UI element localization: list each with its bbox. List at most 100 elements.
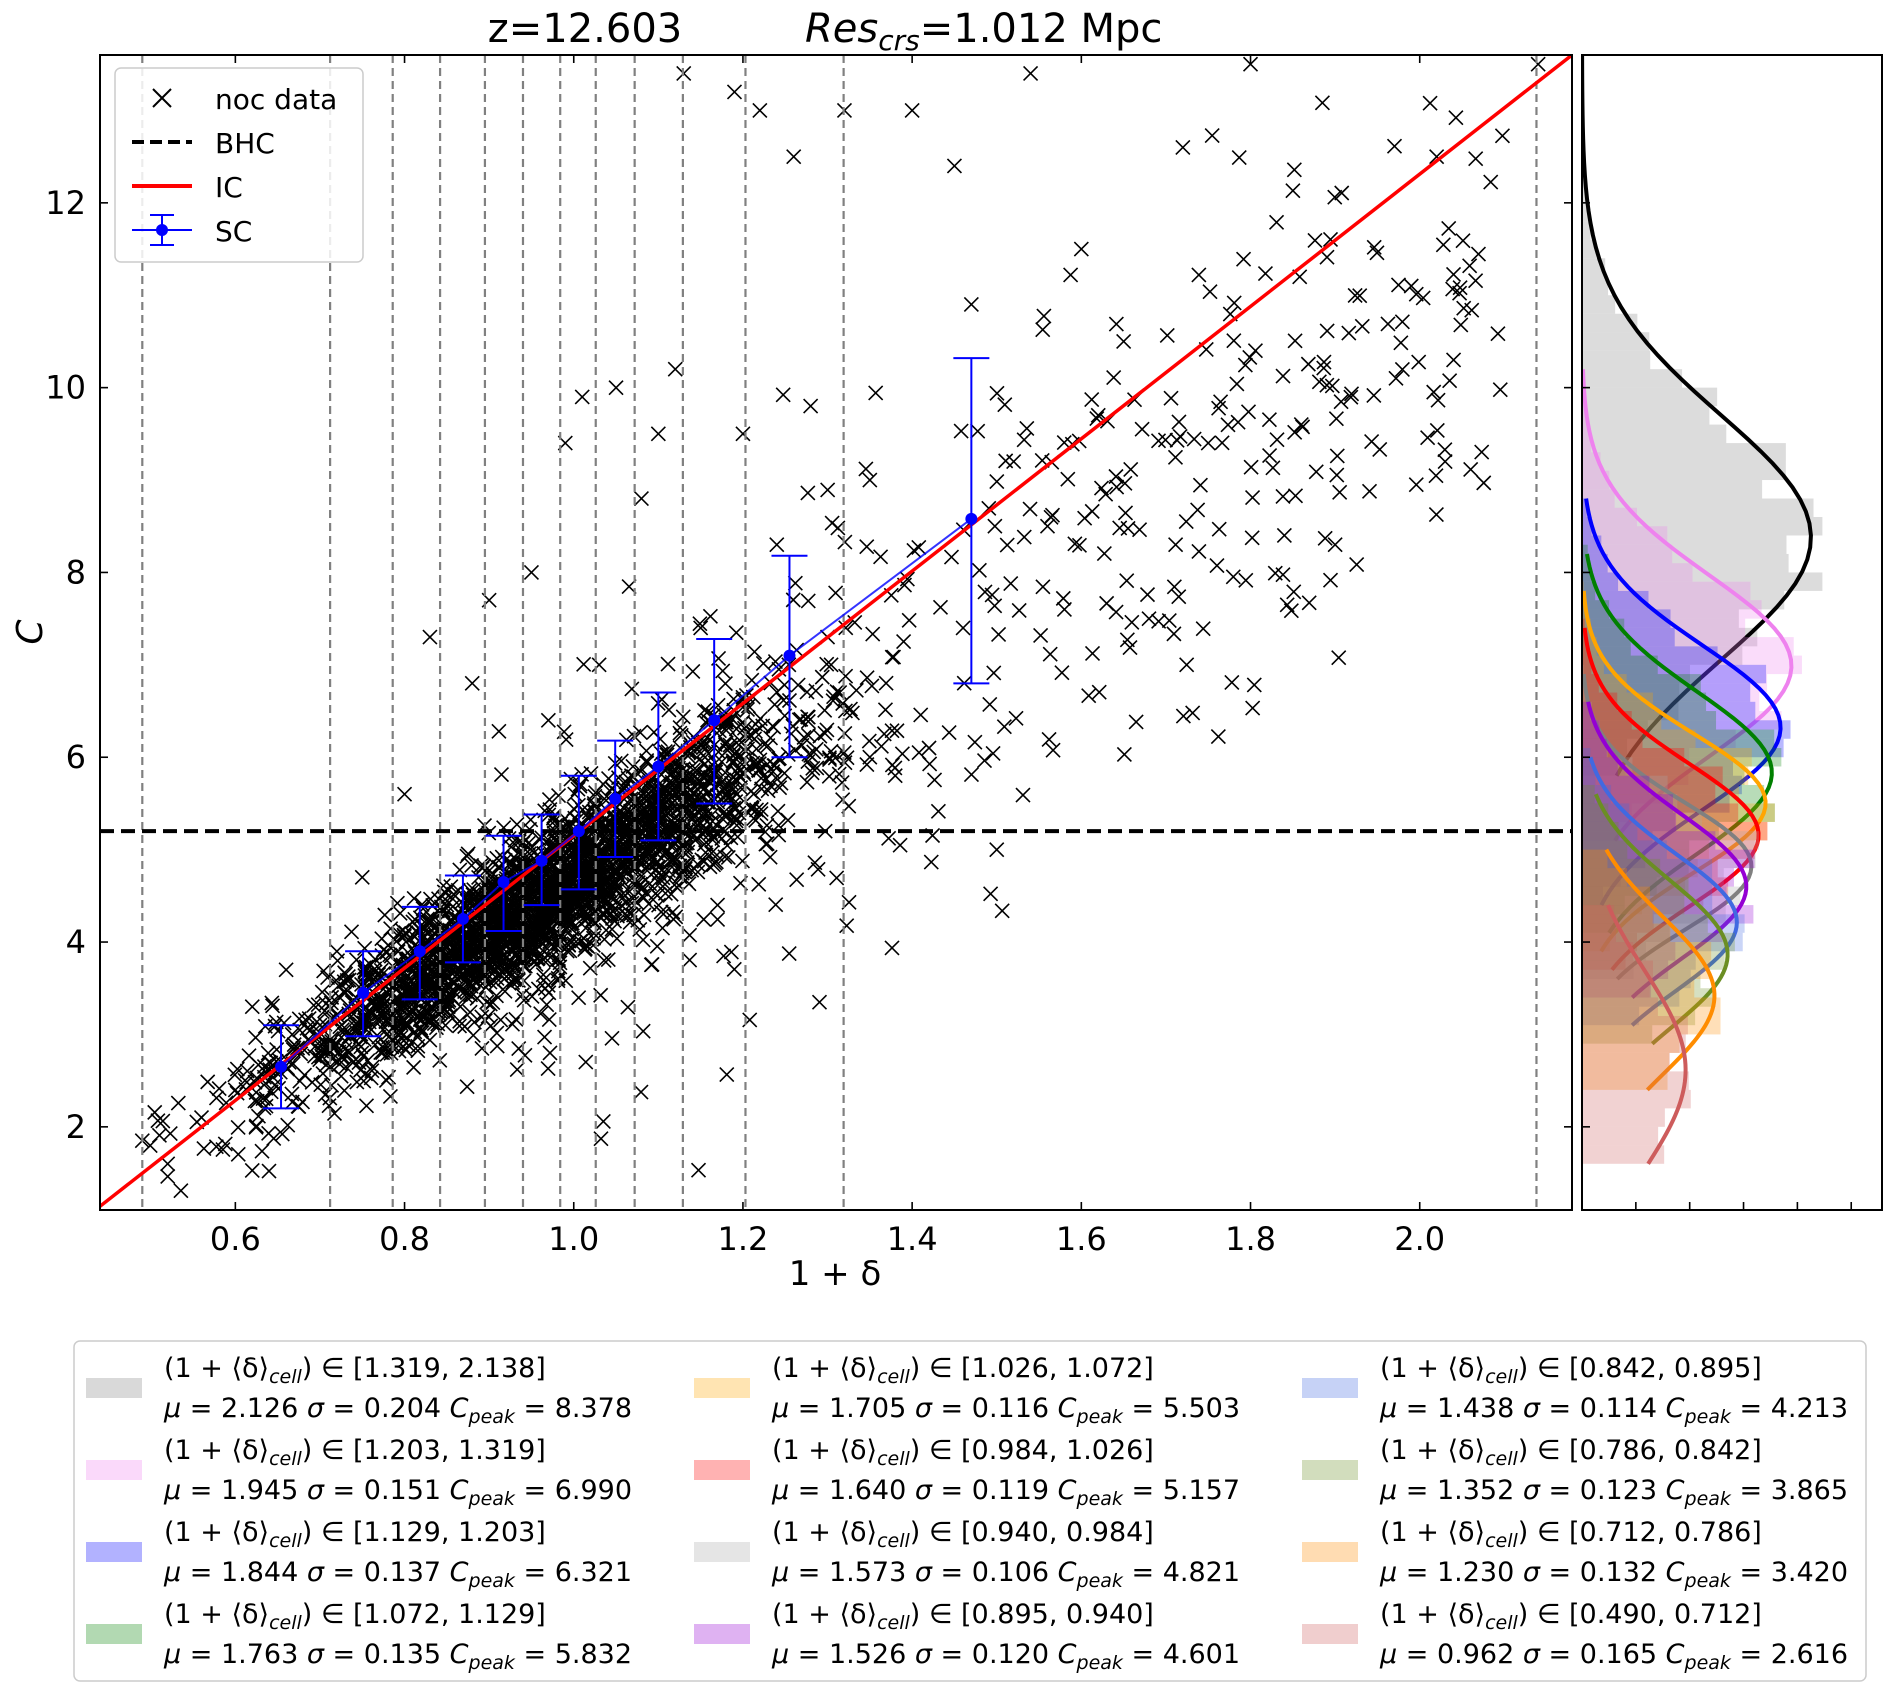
- bottom-legend-entry: (1 + ⟨δ⟩cell) ∈ [0.940, 0.984] μ = 1.573 …: [694, 1517, 1240, 1592]
- noc-data-point: [806, 744, 822, 760]
- noc-data-point: [528, 872, 544, 888]
- x-tick-label: 1.4: [887, 1220, 938, 1258]
- noc-data-point: [550, 973, 566, 989]
- noc-data-point: [528, 956, 544, 972]
- side-histogram-bar: [1582, 951, 1725, 970]
- side-histogram-bar: [1582, 905, 1615, 924]
- noc-data-point: [655, 906, 671, 922]
- noc-data-point: [800, 593, 816, 609]
- noc-data-point: [576, 656, 592, 672]
- side-histogram-bar: [1582, 988, 1716, 1007]
- noc-data-point: [356, 1073, 372, 1089]
- noc-data-point: [946, 158, 963, 174]
- y-tick-label: 2: [66, 1108, 86, 1146]
- noc-data-point: [987, 518, 1003, 534]
- noc-data-point: [884, 723, 900, 739]
- legend-swatch: [86, 1378, 142, 1398]
- noc-data-point: [653, 778, 670, 794]
- noc-data-point: [586, 797, 602, 814]
- noc-data-point: [147, 1104, 163, 1120]
- noc-data-point: [876, 726, 892, 742]
- noc-data-point: [719, 1067, 735, 1083]
- noc-data-point: [479, 994, 495, 1010]
- legend-sc: SC: [132, 214, 252, 248]
- noc-data-point: [489, 970, 505, 986]
- noc-data-point: [422, 629, 438, 645]
- noc-data-point: [786, 149, 802, 165]
- noc-data-point: [923, 854, 939, 870]
- side-histogram-bar: [1582, 701, 1592, 721]
- bottom-legend-entry: (1 + ⟨δ⟩cell) ∈ [0.712, 0.786] μ = 1.230 …: [1302, 1517, 1848, 1592]
- noc-data-point: [553, 889, 569, 906]
- noc-data-point: [489, 1038, 505, 1054]
- noc-data-point: [324, 989, 340, 1005]
- noc-data-point: [600, 951, 616, 968]
- noc-data-point: [1023, 65, 1039, 82]
- side-histogram-bar: [1582, 729, 1643, 748]
- side-histogram-bar: [1582, 295, 1616, 314]
- noc-data-point: [775, 692, 792, 708]
- side-histogram-bar: [1582, 849, 1756, 869]
- noc-data-point: [261, 1125, 277, 1141]
- noc-data-point: [817, 725, 833, 741]
- noc-data-point: [1099, 595, 1115, 611]
- legend-swatch: [86, 1624, 142, 1644]
- noc-data-point: [1470, 246, 1487, 262]
- side-histogram-bar: [1582, 905, 1726, 924]
- noc-data-point: [1429, 149, 1445, 165]
- noc-data-point: [1108, 316, 1124, 332]
- noc-data-point: [746, 644, 763, 660]
- side-histogram-bar: [1582, 766, 1749, 785]
- noc-data-point: [758, 836, 774, 852]
- side-histogram-bar: [1582, 443, 1786, 462]
- noc-data-point: [1163, 390, 1179, 406]
- noc-data-point: [367, 1037, 383, 1053]
- legend-label-ic: IC: [215, 171, 243, 204]
- noc-data-point: [405, 914, 421, 930]
- noc-data-point: [248, 1118, 264, 1134]
- noc-data-point: [562, 943, 578, 959]
- noc-data-point: [1388, 370, 1404, 386]
- noc-data-point: [1415, 290, 1431, 306]
- noc-data-point: [1036, 308, 1052, 324]
- noc-data-point: [329, 943, 345, 959]
- noc-data-point: [1441, 220, 1457, 236]
- noc-data-point: [1247, 343, 1263, 359]
- noc-data-point: [1150, 433, 1167, 449]
- noc-data-point: [516, 992, 532, 1008]
- noc-data-point: [1242, 56, 1259, 72]
- noc-data-point: [1035, 579, 1051, 595]
- noc-data-point: [630, 912, 646, 928]
- noc-data-point: [987, 598, 1003, 614]
- noc-data-point: [488, 975, 504, 991]
- noc-data-point: [506, 850, 522, 866]
- noc-data-point: [660, 656, 676, 672]
- side-histogram-bar: [1582, 683, 1680, 702]
- noc-data-point: [509, 816, 525, 833]
- side-histogram-bar: [1582, 655, 1658, 675]
- noc-data-point: [1022, 501, 1038, 517]
- noc-data-point: [298, 1012, 314, 1028]
- noc-data-point: [985, 745, 1001, 762]
- side-histogram-bar: [1582, 1071, 1689, 1090]
- noc-data-point: [669, 879, 685, 895]
- main-legend: noc data BHC IC SC: [114, 67, 364, 263]
- legend-stats-text: μ = 1.945 σ = 0.151 Cpeak = 6.990: [163, 1475, 632, 1510]
- noc-data-point: [821, 750, 837, 766]
- noc-data-point: [703, 845, 720, 861]
- side-histogram-bar: [1582, 748, 1685, 767]
- noc-data-point: [1185, 705, 1201, 721]
- noc-data-point: [725, 782, 741, 798]
- noc-data-point: [160, 1168, 176, 1185]
- noc-data-point: [1242, 349, 1258, 366]
- noc-data-point: [398, 1042, 414, 1058]
- noc-data-point: [1369, 245, 1385, 261]
- noc-data-point: [1128, 714, 1144, 730]
- side-fit-curve: [1582, 55, 1813, 777]
- noc-data-point: [770, 751, 786, 767]
- noc-data-point: [1442, 373, 1458, 389]
- noc-data-point: [1307, 232, 1323, 249]
- noc-data-point: [989, 842, 1005, 858]
- noc-data-point: [307, 1048, 323, 1064]
- legend-range-text: (1 + ⟨δ⟩cell) ∈ [0.842, 0.895]: [1380, 1353, 1762, 1388]
